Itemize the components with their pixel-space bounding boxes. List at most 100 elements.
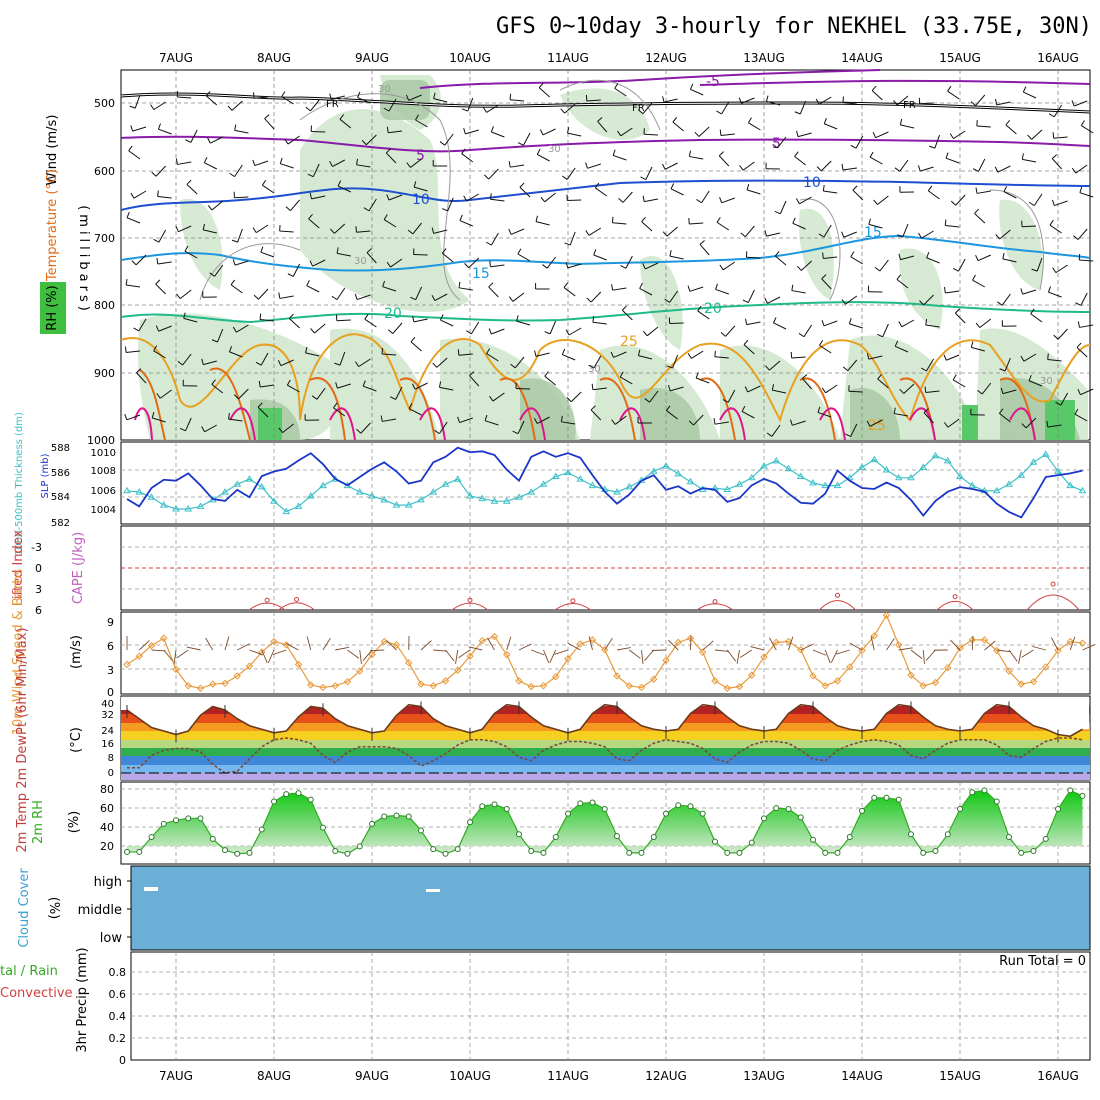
wind-barb-flag [642, 263, 646, 270]
thickness-point [907, 473, 915, 481]
wind-barb-flag [234, 124, 237, 131]
wind-barb [644, 198, 659, 203]
wind-barb [643, 133, 659, 136]
wind10m-point [515, 677, 523, 685]
thickness-point [515, 493, 523, 500]
lifted-index-point [294, 597, 300, 602]
wind10m-barb [518, 643, 532, 651]
rh2m-point [883, 794, 890, 801]
wind-barb [234, 164, 243, 177]
wind-barb-flag [944, 286, 946, 294]
thickness-point [662, 462, 670, 469]
thickness-point [233, 480, 242, 487]
wind10m-barb [641, 649, 644, 664]
wind10m-barb [984, 640, 996, 651]
wind-barb [670, 386, 684, 392]
wind-barb [590, 409, 602, 421]
wind10m-point [748, 671, 756, 679]
wind-barb [1028, 380, 1043, 387]
top-date-axis: 7AUG 8AUG 9AUG 10AUG 11AUG 12AUG 13AUG 1… [159, 51, 1079, 65]
wind-barb-flag [386, 194, 390, 201]
lifted-index-bump [451, 602, 489, 611]
wind-barb [282, 423, 294, 434]
wind-barb [436, 357, 448, 368]
thickness-point [1017, 471, 1026, 478]
y-tick: 0 [108, 768, 114, 779]
wind-barb [767, 296, 781, 304]
wind-barb [368, 198, 377, 212]
wind-barb [238, 388, 249, 400]
wind-barb-flag [287, 273, 294, 277]
wind-barb [1021, 225, 1037, 228]
slp-thickness-panel: 588 586 584 582 1010 1008 1006 1004 1000… [14, 412, 1091, 556]
wind-barb-flag [257, 402, 263, 408]
wind-barb [772, 389, 787, 394]
contour-label-15: 15 [472, 266, 490, 282]
wind-barb-flag [310, 328, 315, 334]
wind-barb [817, 411, 832, 418]
rh2m-point [173, 817, 179, 824]
rh2m-point [160, 820, 167, 827]
wind-barb [564, 103, 576, 114]
rh2m-point [932, 848, 939, 854]
wind-barb-flag [617, 130, 622, 137]
wind-barb-flag [438, 381, 442, 388]
wind-barb [877, 195, 889, 206]
rh2m-point [761, 815, 767, 822]
wind-barb [597, 121, 608, 133]
wind-barb [955, 194, 966, 206]
wind-barb [490, 232, 499, 246]
wind-barb-flag [1046, 420, 1049, 428]
wind10m-barb [468, 646, 483, 651]
thickness-point [613, 488, 621, 495]
wind-barb-flag [796, 130, 799, 137]
wind-barb [748, 122, 761, 131]
date-label-top: 11AUG [547, 51, 589, 65]
wind-barb-flag [540, 196, 546, 203]
wind10m-barb [458, 649, 471, 659]
wind-barb-flag [1052, 267, 1057, 273]
wind-barb-flag [898, 253, 901, 260]
wind-barb [155, 283, 166, 295]
wind-barb [666, 410, 678, 420]
wind-barb-flag [593, 249, 597, 256]
wind-barb [385, 152, 397, 164]
wind-barb [746, 189, 761, 195]
wind-barb-flag [970, 341, 974, 348]
wind-barb-flag [950, 200, 956, 206]
wind-barb [254, 96, 269, 99]
wind10m-barb [1051, 637, 1059, 651]
wind-barb-flag [897, 234, 903, 238]
wind-barb [666, 226, 678, 237]
y-tick: 0.2 [109, 1032, 127, 1045]
wind-barb-flag [1020, 355, 1025, 362]
rh2m-point [295, 790, 302, 797]
wind-barb-flag [689, 83, 694, 90]
wind-barb [1073, 100, 1088, 107]
wind-barb [312, 163, 320, 177]
wind-barb [612, 154, 627, 161]
wind-barb-flag [742, 299, 749, 304]
wind-barb [204, 424, 218, 433]
thickness-point [784, 464, 793, 472]
thickness-point [723, 485, 732, 492]
wind-barb [467, 97, 474, 112]
wind-barb-flag [771, 384, 775, 391]
wind-barb [642, 102, 653, 115]
wind-barb-flag [512, 430, 519, 435]
wind-barb-flag [1077, 321, 1080, 328]
wind10m-point [331, 682, 339, 690]
wind-barb-flag [1076, 342, 1082, 348]
wind-barb [925, 358, 935, 372]
thickness-point [429, 488, 438, 495]
wind-barb-flag [380, 415, 383, 422]
wind-barb [510, 164, 525, 168]
wind-barb [491, 328, 505, 335]
upper-wind-barbs [124, 82, 1094, 438]
wind-barb-flag [687, 353, 692, 359]
lifted-index-point [264, 597, 270, 603]
wind-barb-flag [842, 366, 849, 372]
wind-label: Wind (m/s) [45, 115, 60, 186]
wind-barb-flag [669, 250, 672, 257]
date-label-bottom: 9AUG [355, 1069, 389, 1083]
